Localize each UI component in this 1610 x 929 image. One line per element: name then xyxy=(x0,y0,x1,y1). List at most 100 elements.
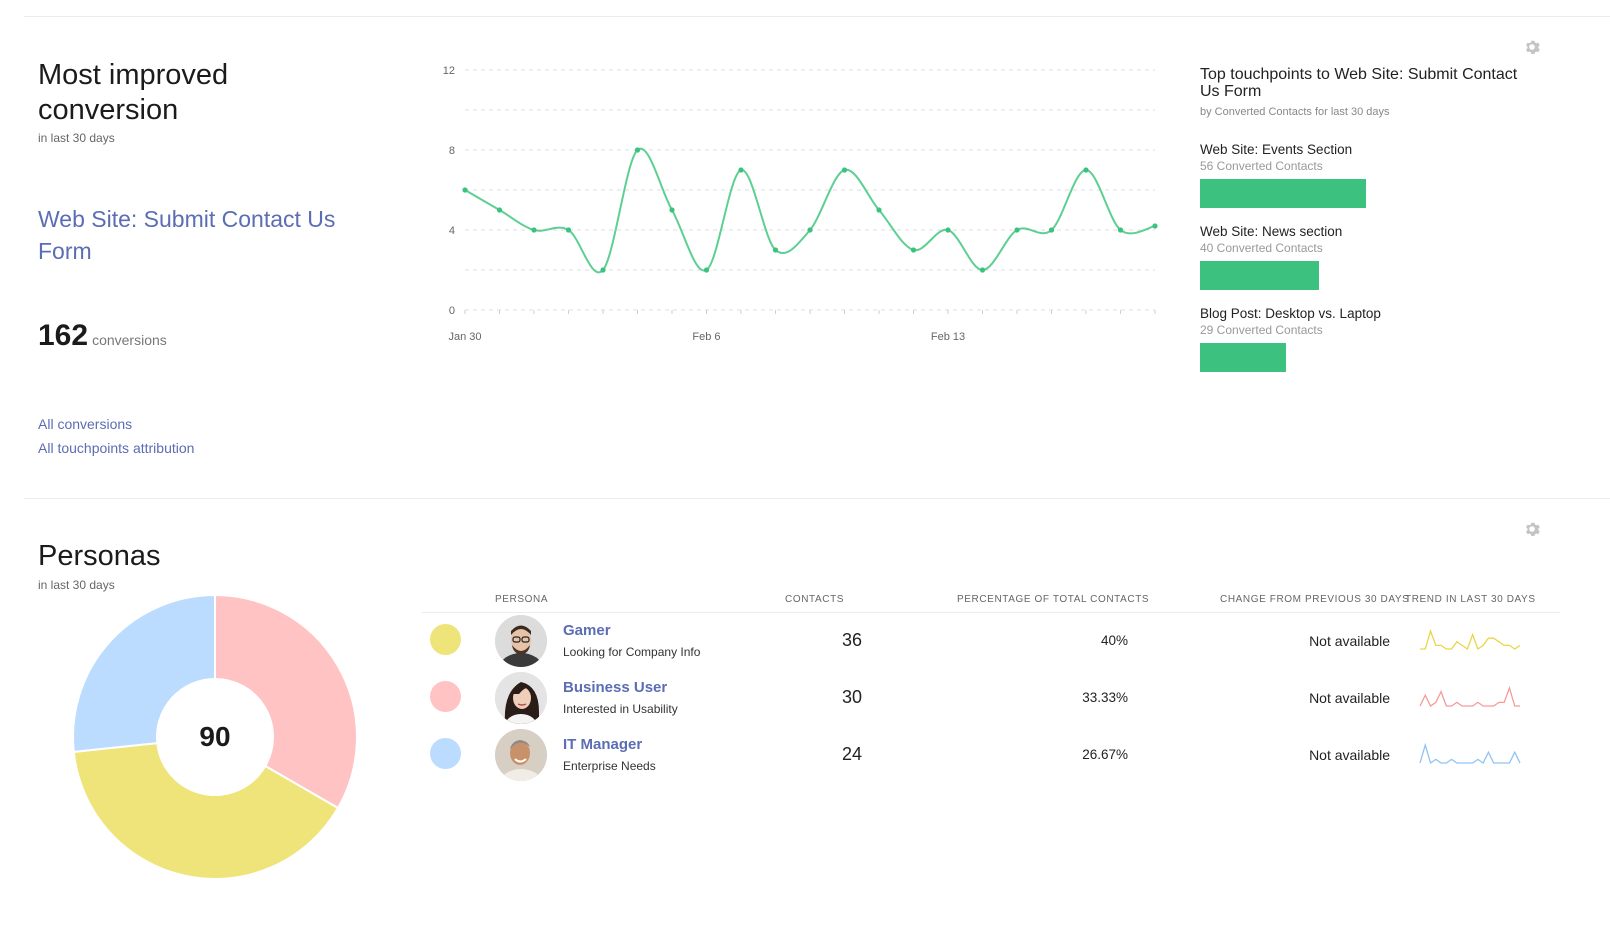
persona-description: Interested in Usability xyxy=(563,702,678,716)
most-improved-title: Most improved conversion xyxy=(38,59,229,126)
persona-contacts: 30 xyxy=(841,687,863,707)
touchpoints-title: Top touchpoints to Web Site: Submit Cont… xyxy=(1200,66,1518,100)
data-point[interactable] xyxy=(841,167,848,173)
data-point[interactable] xyxy=(876,207,882,213)
y-tick-label: 0 xyxy=(449,305,455,317)
touchpoints-subtitle: by Converted Contacts for last 30 days xyxy=(1200,106,1390,118)
persona-change: Not available xyxy=(1309,690,1390,706)
data-point[interactable] xyxy=(979,267,986,273)
data-point[interactable] xyxy=(1117,227,1124,233)
table-header: PERSONA CONTACTS PERCENTAGE OF TOTAL CON… xyxy=(422,588,1560,613)
touchpoint-bar xyxy=(1200,343,1286,372)
persona-description: Enterprise Needs xyxy=(563,759,656,773)
avatar xyxy=(495,615,547,667)
persona-color-dot xyxy=(430,681,461,712)
avatar xyxy=(495,672,547,724)
touchpoint-item: Blog Post: Desktop vs. Laptop 29 Convert… xyxy=(1200,306,1540,372)
persona-color-dot xyxy=(430,624,461,655)
header-contacts: CONTACTS xyxy=(785,594,845,605)
data-point[interactable] xyxy=(772,247,779,253)
trend-sparkline xyxy=(1419,743,1521,765)
data-point[interactable] xyxy=(1152,223,1158,229)
header-persona: PERSONA xyxy=(495,594,549,605)
gear-icon[interactable] xyxy=(1524,521,1540,537)
conversions-line-chart: 0 4 8 12 Jan 30 Feb 6 Feb 13 xyxy=(443,65,1158,343)
persona-name[interactable]: Business User xyxy=(563,679,668,696)
data-point[interactable] xyxy=(634,147,641,153)
persona-percentage: 26.67% xyxy=(1082,747,1128,762)
conversions-number: 162 xyxy=(38,319,89,352)
touchpoint-count: 56 Converted Contacts xyxy=(1200,159,1323,173)
touchpoint-item: Web Site: Events Section 56 Converted Co… xyxy=(1200,142,1540,208)
persona-description: Looking for Company Info xyxy=(563,645,701,659)
sparkline-path xyxy=(1419,686,1520,707)
top-touchpoints-panel: Top touchpoints to Web Site: Submit Cont… xyxy=(1200,66,1540,372)
sparkline-path xyxy=(1419,743,1521,765)
avatar xyxy=(495,729,547,781)
conversions-label: conversions xyxy=(92,332,167,348)
data-point[interactable] xyxy=(945,227,951,233)
data-point[interactable] xyxy=(496,207,503,213)
touchpoint-bar xyxy=(1200,261,1319,290)
trend-sparkline xyxy=(1419,686,1520,707)
persona-percentage: 33.33% xyxy=(1082,690,1128,705)
data-point[interactable] xyxy=(531,227,537,233)
donut-total: 90 xyxy=(199,721,231,752)
trend-sparkline xyxy=(1420,629,1521,651)
header-change: CHANGE FROM PREVIOUS 30 DAYS xyxy=(1220,594,1410,605)
most-improved-subtitle: in last 30 days xyxy=(38,131,115,145)
header-trend: TREND IN LAST 30 DAYS xyxy=(1405,594,1536,605)
y-tick-label: 4 xyxy=(449,225,455,237)
data-point[interactable] xyxy=(703,267,710,273)
avatar-image xyxy=(495,729,547,781)
y-tick-label: 12 xyxy=(443,65,455,77)
all-touchpoints-link[interactable]: All touchpoints attribution xyxy=(38,440,195,456)
data-point[interactable] xyxy=(1048,227,1055,233)
persona-name[interactable]: Gamer xyxy=(563,622,611,639)
touchpoint-item: Web Site: News section 40 Converted Cont… xyxy=(1200,224,1540,290)
gear-icon[interactable] xyxy=(1524,39,1540,55)
data-point[interactable] xyxy=(1014,227,1020,233)
sparkline-path xyxy=(1420,629,1521,651)
y-tick-label: 8 xyxy=(449,145,455,157)
header-percentage: PERCENTAGE OF TOTAL CONTACTS xyxy=(957,594,1150,605)
touchpoint-bar xyxy=(1200,179,1366,208)
data-point[interactable] xyxy=(669,207,675,213)
donut-slice[interactable] xyxy=(72,593,216,753)
personas-divider xyxy=(24,498,1610,499)
table-row[interactable]: IT Manager Enterprise Needs 24 26.67% No… xyxy=(422,727,1560,784)
top-divider xyxy=(24,16,1610,17)
touchpoint-count: 40 Converted Contacts xyxy=(1200,241,1323,255)
x-tick-label: Feb 13 xyxy=(931,331,965,343)
table-row[interactable]: Business User Interested in Usability 30… xyxy=(422,670,1560,727)
personas-table: PERSONA CONTACTS PERCENTAGE OF TOTAL CON… xyxy=(422,588,1560,784)
data-point[interactable] xyxy=(738,167,744,173)
avatar-image xyxy=(495,615,547,667)
donut-slice[interactable] xyxy=(214,593,358,810)
series-line xyxy=(464,147,1156,274)
data-point[interactable] xyxy=(1083,167,1089,173)
x-tick-label: Jan 30 xyxy=(448,331,481,343)
personas-donut-chart xyxy=(72,593,358,880)
table-row[interactable]: Gamer Looking for Company Info 36 40% No… xyxy=(422,613,1560,670)
touchpoint-name: Blog Post: Desktop vs. Laptop xyxy=(1200,306,1381,321)
touchpoint-count: 29 Converted Contacts xyxy=(1200,323,1323,337)
touchpoint-name: Web Site: News section xyxy=(1200,224,1343,239)
data-point[interactable] xyxy=(807,227,813,233)
data-point[interactable] xyxy=(462,187,468,193)
personas-title: Personas xyxy=(38,540,161,572)
persona-name[interactable]: IT Manager xyxy=(563,736,643,753)
personas-subtitle: in last 30 days xyxy=(38,578,115,592)
persona-change: Not available xyxy=(1309,747,1390,763)
donut-slice[interactable] xyxy=(72,741,340,880)
persona-contacts: 24 xyxy=(841,744,863,764)
x-tick-label: Feb 6 xyxy=(692,331,720,343)
persona-percentage: 40% xyxy=(1100,633,1128,648)
all-conversions-link[interactable]: All conversions xyxy=(38,416,133,432)
touchpoint-name: Web Site: Events Section xyxy=(1200,142,1353,157)
avatar-image xyxy=(495,672,547,724)
data-point[interactable] xyxy=(600,267,606,273)
data-point[interactable] xyxy=(910,247,917,253)
conversion-target-link[interactable]: Web Site: Submit Contact Us Form xyxy=(38,206,336,264)
data-point[interactable] xyxy=(565,227,572,233)
